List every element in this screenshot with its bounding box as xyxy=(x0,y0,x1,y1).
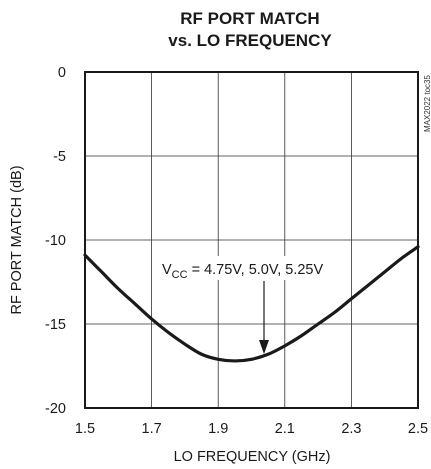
watermark: MAX2022 toc35 xyxy=(423,75,431,132)
x-tick-label: 1.7 xyxy=(142,421,162,437)
annotation-suffix: = 4.75V, 5.0V, 5.25V xyxy=(188,262,324,278)
x-tick-label: 1.9 xyxy=(208,421,228,437)
y-axis-label: RF PORT MATCH (dB) xyxy=(9,165,25,314)
y-tick-labels: 0 -5 -10 -15 -20 xyxy=(45,65,66,417)
plot-frame xyxy=(84,71,419,409)
annotation-background xyxy=(158,256,334,280)
y-tick-label: -5 xyxy=(53,149,66,165)
chart-title-line2: vs. LO FREQUENCY xyxy=(168,31,332,50)
y-tick-label: 0 xyxy=(58,65,66,81)
x-tick-label: 1.5 xyxy=(75,421,95,437)
chart-title-line1: RF PORT MATCH xyxy=(180,9,319,28)
gridlines xyxy=(84,71,419,409)
x-tick-label: 2.5 xyxy=(408,421,428,437)
series-line-0 xyxy=(83,245,420,363)
x-axis-label: LO FREQUENCY (GHz) xyxy=(174,449,331,465)
x-tick-label: 2.3 xyxy=(341,421,361,437)
vcc-annotation: VCC = 4.75V, 5.0V, 5.25V xyxy=(158,256,334,354)
x-tick-labels: 1.5 1.7 1.9 2.1 2.3 2.5 xyxy=(75,421,428,437)
y-tick-label: -10 xyxy=(45,233,66,249)
annotation-subscript: CC xyxy=(172,269,188,281)
annotation-arrow-head xyxy=(259,340,269,354)
series-lines xyxy=(83,245,420,363)
annotation-prefix: V xyxy=(162,262,172,278)
y-tick-label: -15 xyxy=(45,317,66,333)
annotation-text: VCC = 4.75V, 5.0V, 5.25V xyxy=(162,262,323,281)
y-tick-label: -20 xyxy=(45,401,66,417)
x-tick-label: 2.1 xyxy=(275,421,295,437)
